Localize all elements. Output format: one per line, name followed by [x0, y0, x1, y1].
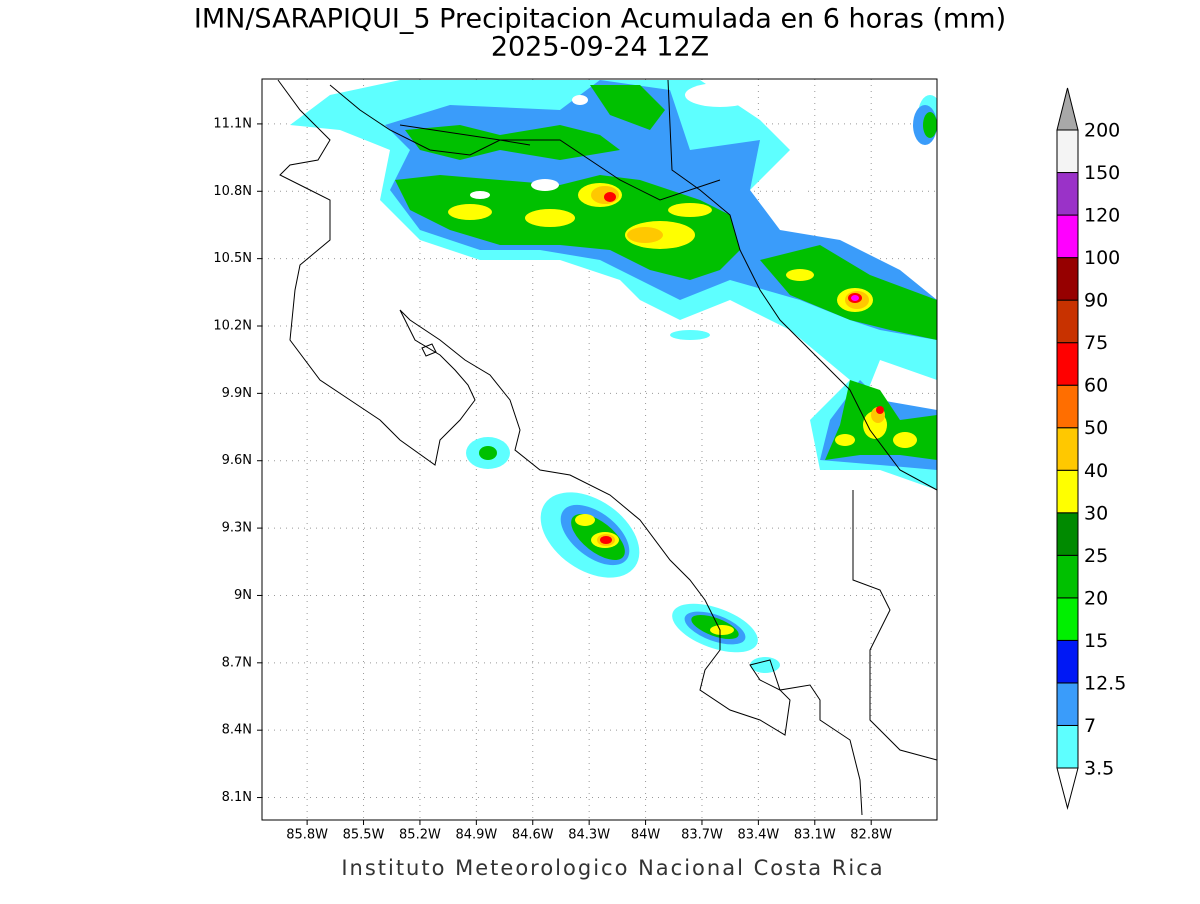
colorbar-label: 15: [1084, 630, 1108, 652]
x-tick-label: 83.1W: [794, 828, 836, 843]
precipitation-field: [290, 80, 937, 673]
footer: Instituto Meteorologico Nacional Costa R…: [341, 856, 884, 880]
x-tick-label: 84.3W: [568, 828, 610, 843]
y-tick-label: 10.2N: [213, 319, 252, 334]
title: IMN/SARAPIQUI_5 Precipitacion Acumulada …: [194, 4, 1006, 35]
colorbar-label: 150: [1084, 162, 1120, 184]
x-tick-label: 85.2W: [399, 828, 441, 843]
colorbar-box: [1056, 129, 1079, 174]
colorbar-box: [1056, 299, 1079, 344]
x-tick-label: 84.9W: [455, 828, 497, 843]
x-tick-label: 85.5W: [343, 828, 385, 843]
colorbar-under: [1056, 767, 1079, 810]
y-tick-label: 11.1N: [213, 116, 252, 131]
y-tick-label: 10.5N: [213, 251, 252, 266]
x-tick-label: 83.7W: [681, 828, 723, 843]
colorbar-label: 12.5: [1084, 672, 1126, 694]
colorbar-box: [1056, 597, 1079, 641]
coastline: [277, 79, 937, 816]
x-tick-label: 85.8W: [286, 828, 328, 843]
colorbar-label: 100: [1084, 247, 1120, 269]
colorbar-label: 75: [1084, 332, 1108, 354]
colorbar-box: [1056, 682, 1079, 726]
colorbar-label: 50: [1084, 417, 1108, 439]
y-tick-label: 9.9N: [222, 386, 252, 401]
y-tick-label: 9.3N: [222, 521, 252, 536]
x-tick-label: 82.8W: [850, 828, 892, 843]
colorbar-label: 25: [1084, 545, 1108, 567]
colorbar-box: [1056, 469, 1079, 514]
colorbar-box: [1056, 257, 1079, 301]
x-tick-label: 83.4W: [737, 828, 779, 843]
colorbar-over: [1056, 87, 1079, 131]
colorbar-box: [1056, 554, 1079, 599]
y-tick-label: 8.1N: [222, 790, 252, 805]
map-frame: [261, 78, 938, 821]
colorbar-box: [1056, 342, 1079, 386]
colorbar-label: 20: [1084, 587, 1108, 609]
colorbar-box: [1056, 724, 1079, 769]
x-tick-label: 84W: [631, 828, 661, 843]
colorbar: 3.5 7 12.5 15 20 25 30 40 50 60 75 90 100 120 150 200: [1056, 87, 1126, 810]
y-tick-label: 9.6N: [222, 453, 252, 468]
colorbar-box: [1056, 384, 1079, 429]
y-tick-label: 10.8N: [213, 184, 252, 199]
colorbar-label: 3.5: [1084, 758, 1114, 780]
y-tick-label: 9N: [234, 588, 252, 603]
subtitle: 2025-09-24 12Z: [491, 32, 709, 63]
colorbar-box: [1056, 172, 1079, 216]
colorbar-label: 7: [1084, 715, 1096, 737]
y-tick-label: 8.7N: [222, 655, 252, 670]
colorbar-box: [1056, 639, 1079, 684]
colorbar-label: 120: [1084, 205, 1120, 227]
colorbar-box: [1056, 427, 1079, 471]
colorbar-label: 30: [1084, 502, 1108, 524]
colorbar-label: 60: [1084, 375, 1108, 397]
x-tick-label: 84.6W: [512, 828, 554, 843]
colorbar-box: [1056, 512, 1079, 556]
colorbar-label: 40: [1084, 460, 1108, 482]
colorbar-label: 200: [1084, 120, 1120, 142]
colorbar-box: [1056, 214, 1079, 259]
y-tick-label: 8.4N: [222, 723, 252, 738]
colorbar-label: 90: [1084, 290, 1108, 312]
